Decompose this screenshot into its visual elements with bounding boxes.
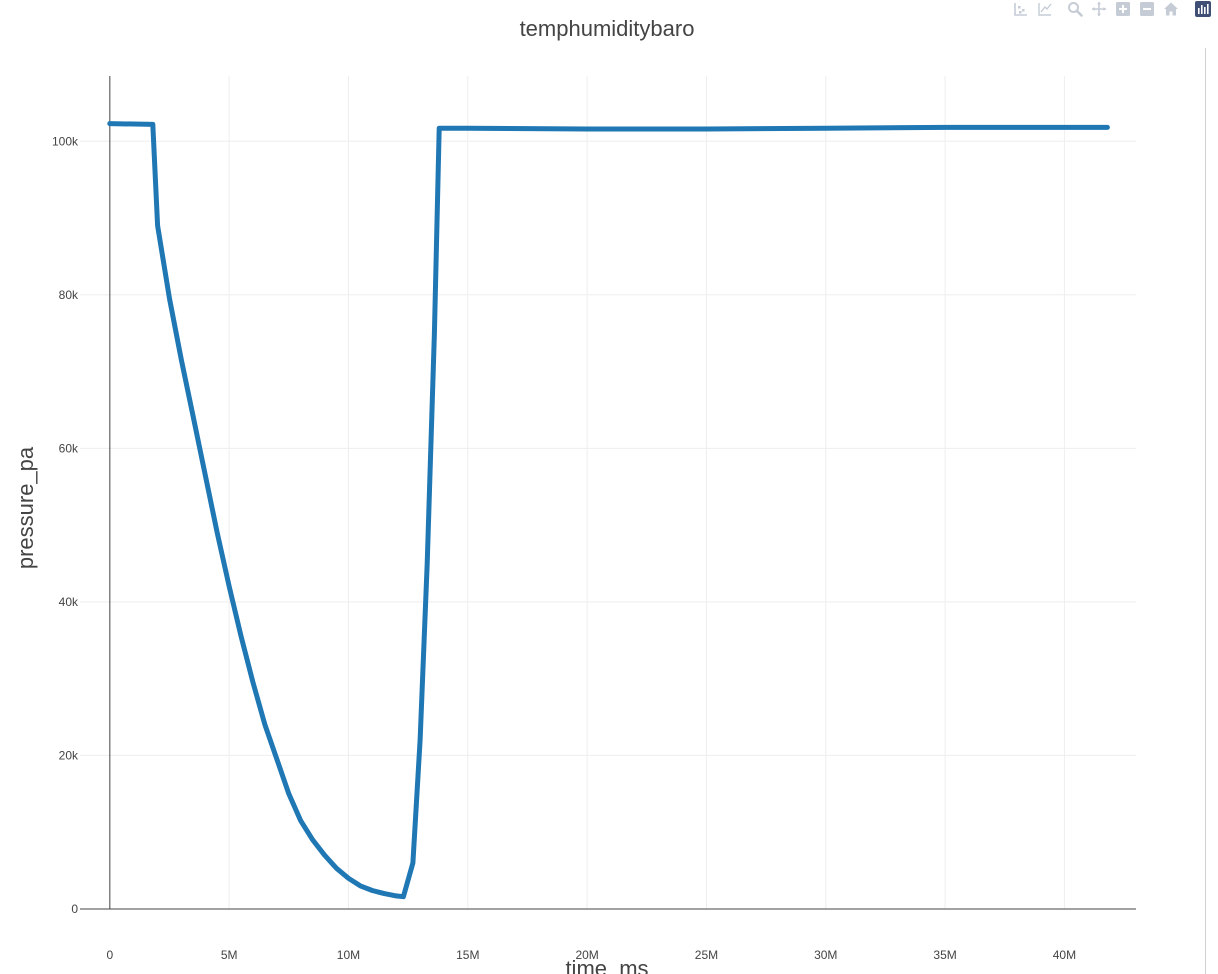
x-tick-label: 15M (456, 948, 479, 962)
reset-axes-icon[interactable] (1163, 1, 1179, 17)
y-tick-label: 100k (52, 134, 79, 148)
y-tick-label: 20k (59, 748, 79, 762)
x-tick-label: 25M (695, 948, 718, 962)
axes (80, 76, 1136, 910)
y-tick-label: 80k (59, 288, 79, 302)
zoom-in-icon[interactable] (1115, 1, 1131, 17)
chart-title: temphumiditybaro (520, 16, 695, 41)
modebar (1010, 0, 1218, 18)
x-tick-label: 0 (106, 948, 113, 962)
x-tick-label: 20M (575, 948, 598, 962)
x-tick-label: 5M (221, 948, 238, 962)
y-axis-label: pressure_pa (13, 446, 38, 569)
x-tick-label: 30M (814, 948, 837, 962)
x-axis-label: time_ms (565, 956, 648, 974)
plotly-logo-icon[interactable] (1195, 1, 1211, 17)
x-tick-label: 35M (933, 948, 956, 962)
x-tick-label: 40M (1053, 948, 1076, 962)
panel-divider (1205, 48, 1206, 974)
pan-icon[interactable] (1091, 1, 1107, 17)
grid (80, 76, 1136, 909)
series-line (107, 121, 1110, 900)
zoom-out-icon[interactable] (1139, 1, 1155, 17)
x-tick-label: 10M (337, 948, 360, 962)
y-tick-label: 0 (71, 902, 78, 916)
tick-labels: 0 5M 10M 15M 20M 25M 30M 35M 40M 0 20k 40k 60k 80k 100… (52, 134, 1076, 962)
zoom-icon[interactable] (1067, 1, 1083, 17)
closest-data-icon[interactable] (1037, 1, 1053, 17)
y-tick-label: 60k (59, 441, 79, 455)
y-tick-label: 40k (59, 595, 79, 609)
compare-data-icon[interactable] (1013, 1, 1029, 17)
